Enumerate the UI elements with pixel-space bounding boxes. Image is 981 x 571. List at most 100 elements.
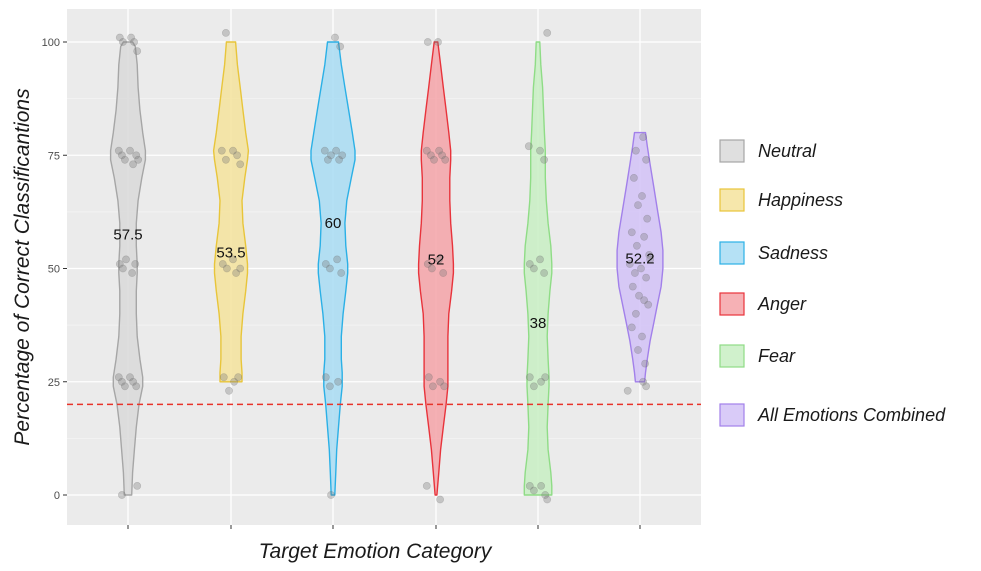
data-point	[642, 273, 650, 282]
data-point	[435, 146, 443, 155]
data-point	[530, 382, 538, 391]
data-point	[332, 146, 340, 155]
data-point	[632, 146, 640, 155]
data-point	[127, 33, 136, 42]
data-point	[130, 38, 138, 46]
data-point	[639, 133, 647, 141]
violin-layer	[109, 41, 664, 496]
data-point	[435, 255, 443, 264]
mean-label: 52.2	[625, 251, 654, 268]
data-point	[217, 146, 226, 155]
violin-neutral	[109, 41, 147, 496]
legend-label: Neutral	[758, 141, 817, 161]
data-point	[327, 151, 335, 160]
data-point	[641, 359, 649, 368]
data-point	[642, 382, 650, 391]
data-point	[423, 38, 432, 46]
data-point	[525, 260, 534, 268]
data-point	[232, 269, 240, 277]
data-point	[325, 264, 334, 273]
mean-label: 57.5	[113, 227, 142, 244]
data-point	[334, 377, 342, 386]
data-point	[321, 260, 330, 268]
data-point	[133, 481, 142, 490]
data-point	[222, 264, 231, 273]
data-point	[422, 481, 431, 490]
data-point	[440, 382, 449, 391]
data-point	[441, 155, 450, 164]
legend-key-sadness	[719, 241, 745, 265]
data-point	[635, 291, 643, 300]
y-tick-label: 50	[48, 264, 60, 276]
mean-label: 52	[428, 251, 445, 268]
data-point	[234, 373, 243, 382]
data-point	[645, 250, 654, 259]
mean-label: 38	[530, 315, 547, 332]
data-point	[537, 377, 545, 386]
data-point	[536, 146, 544, 155]
data-point	[424, 373, 433, 382]
data-point	[638, 332, 646, 341]
data-point	[337, 269, 346, 277]
data-point	[321, 373, 330, 382]
data-point	[126, 146, 134, 155]
data-point	[338, 151, 347, 160]
data-point	[637, 264, 645, 273]
data-point	[434, 38, 442, 46]
legend-label: All Emotions Combined	[757, 405, 946, 425]
label-layer: 57.5 53.5 60 52 38 52.2	[113, 215, 654, 332]
data-point	[436, 495, 444, 504]
violin-fear	[523, 41, 553, 496]
data-point	[537, 481, 545, 490]
data-point	[640, 296, 648, 305]
data-point	[634, 346, 642, 354]
data-point	[634, 201, 642, 209]
data-point	[423, 260, 432, 268]
data-point	[536, 255, 544, 264]
data-point	[436, 377, 444, 386]
data-point	[543, 29, 552, 37]
y-tick-label: 75	[48, 150, 60, 162]
data-point	[122, 255, 130, 264]
violin-sadness	[310, 41, 356, 496]
data-point	[115, 33, 124, 42]
legend-key-all-emotions-combined	[719, 403, 745, 427]
data-point	[114, 146, 123, 155]
point-layer	[114, 29, 655, 504]
data-point	[427, 264, 436, 273]
data-point	[541, 491, 550, 499]
data-point	[236, 160, 245, 169]
data-point	[129, 377, 137, 386]
data-point	[422, 146, 431, 155]
data-point	[630, 173, 638, 182]
data-point	[644, 300, 653, 309]
data-point	[426, 151, 435, 160]
data-point	[638, 192, 646, 200]
data-point	[525, 481, 534, 490]
data-point	[118, 377, 126, 386]
data-point	[331, 33, 339, 42]
mean-label: 53.5	[216, 245, 245, 262]
data-point	[628, 282, 637, 291]
legend-key-fear	[719, 344, 745, 368]
data-point	[524, 142, 533, 151]
data-point	[119, 264, 127, 273]
legend-key-anger	[719, 292, 745, 316]
data-point	[640, 232, 648, 241]
data-point	[336, 42, 345, 51]
data-point	[643, 214, 652, 223]
data-point	[530, 486, 538, 495]
data-point	[121, 155, 129, 164]
legend: Neutral Happiness Sadness Anger Fear All Emot…	[719, 139, 946, 427]
data-point	[115, 260, 124, 268]
data-point	[327, 491, 335, 499]
data-point	[229, 146, 237, 155]
data-point	[230, 377, 238, 386]
data-point	[642, 155, 650, 164]
legend-key-neutral	[719, 139, 745, 163]
data-point	[430, 155, 438, 164]
data-point	[225, 386, 233, 395]
data-point	[221, 29, 230, 37]
data-point	[438, 151, 446, 160]
axis-layer: 0 25 50 75 100	[42, 37, 641, 529]
